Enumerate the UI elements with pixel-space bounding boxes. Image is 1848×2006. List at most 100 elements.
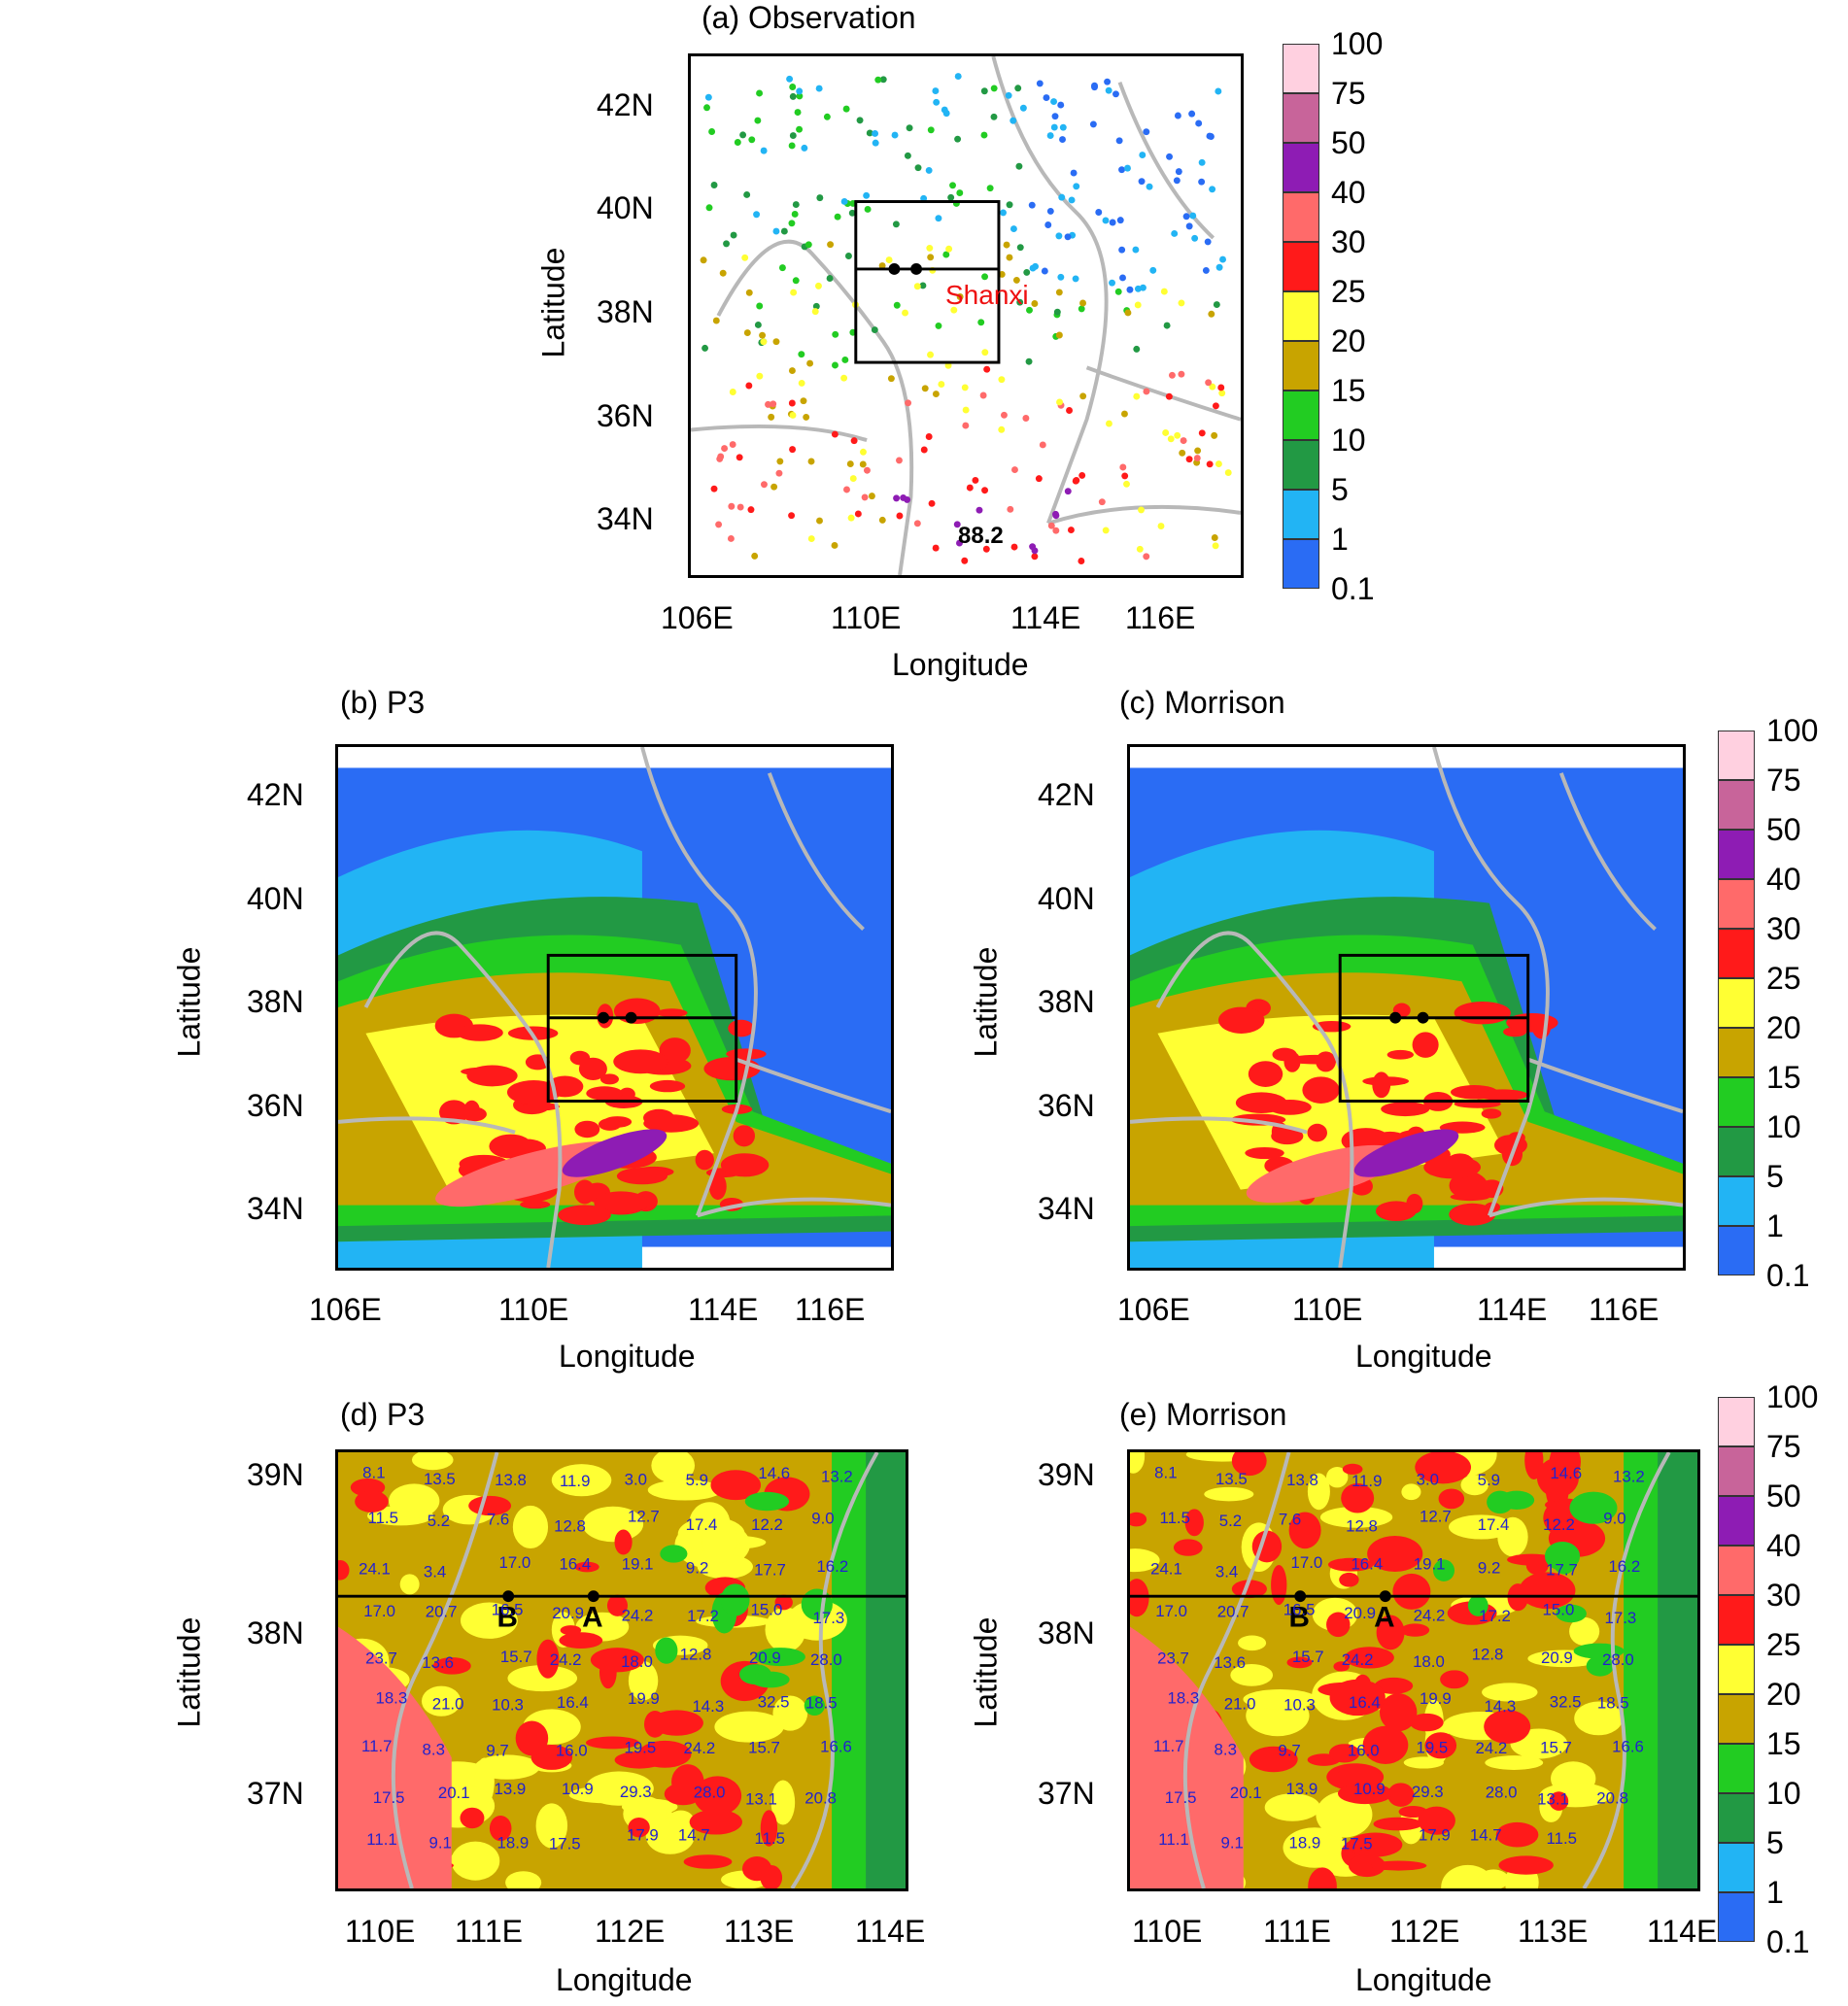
- station-dot: [954, 135, 962, 143]
- precip-yellow: [1448, 1514, 1514, 1540]
- station-dot: [1078, 471, 1086, 479]
- station-dot: [745, 382, 753, 390]
- station-value-label: 19.9: [628, 1689, 660, 1708]
- precip-darkgreen-east: [866, 1452, 906, 1888]
- station-value-label: 9.7: [1278, 1741, 1300, 1759]
- station-value-label: 19.1: [1414, 1554, 1446, 1573]
- station-dot: [1051, 113, 1059, 120]
- station-dot: [1105, 420, 1112, 427]
- station-dot: [1057, 273, 1065, 281]
- station-dot: [1132, 246, 1140, 254]
- station-value-label: 11.5: [755, 1829, 786, 1848]
- point-a-marker: [1379, 1590, 1391, 1603]
- station-dot: [1039, 441, 1046, 449]
- station-value-label: 13.5: [424, 1470, 456, 1488]
- precip-red: [574, 1120, 600, 1139]
- station-value-label: 12.2: [1543, 1515, 1575, 1534]
- station-dot: [1206, 460, 1214, 468]
- station-value-label: 21.0: [1224, 1694, 1256, 1713]
- precip-red: [1231, 1580, 1267, 1599]
- station-dot: [981, 273, 989, 281]
- precip-red: [774, 1594, 793, 1611]
- station-dot: [1052, 527, 1060, 534]
- colorbar-label: 15: [1766, 1726, 1801, 1761]
- precip-red: [1130, 1512, 1147, 1527]
- x-tick: 110E: [1132, 1914, 1203, 1949]
- station-dot: [789, 132, 797, 139]
- colorbar-swatch: [1718, 1127, 1755, 1176]
- station-value-label: 28.0: [810, 1650, 842, 1669]
- precip-green-patch: [744, 1491, 790, 1512]
- precip-red: [703, 1056, 761, 1081]
- station-value-label: 18.3: [375, 1688, 407, 1707]
- province-border: [697, 1197, 891, 1218]
- station-dot: [920, 446, 928, 454]
- precip-yellow: [651, 1452, 696, 1483]
- colorbar-swatch: [1283, 44, 1319, 93]
- station-dot: [727, 535, 735, 542]
- precip-red: [560, 1625, 582, 1636]
- precip-red: [574, 1561, 599, 1573]
- precip-red: [1329, 1679, 1386, 1717]
- station-dot: [966, 484, 974, 492]
- station-value-label: 20.9: [749, 1649, 781, 1667]
- station-value-label: 17.0: [363, 1602, 395, 1620]
- station-dot: [796, 87, 804, 95]
- station-dot: [850, 437, 858, 445]
- precip-red: [515, 1720, 549, 1756]
- precip-red: [1308, 1867, 1337, 1888]
- station-dot: [770, 483, 778, 491]
- colorbar-swatch: [1283, 440, 1319, 490]
- precip-red: [521, 1103, 561, 1111]
- station-dot: [863, 191, 871, 199]
- station-value-label: 8.3: [423, 1740, 445, 1758]
- province-border: [1489, 1197, 1683, 1218]
- panel-title: (d) P3: [340, 1397, 426, 1432]
- point-marker: [910, 263, 922, 275]
- station-dot: [729, 389, 736, 395]
- station-dot: [721, 445, 729, 453]
- station-dot: [1163, 322, 1171, 329]
- station-dot: [832, 330, 839, 338]
- y-tick: 38N: [597, 294, 654, 329]
- colorbar-label: 1: [1331, 522, 1349, 557]
- precip-red: [1498, 1855, 1554, 1875]
- station-value-label: 17.0: [1155, 1602, 1187, 1620]
- station-value-label: 11.7: [1153, 1737, 1184, 1755]
- station-value-label: 14.7: [1470, 1825, 1502, 1844]
- x-tick: 114E: [1647, 1914, 1718, 1949]
- station-value-label: 20.7: [1217, 1603, 1249, 1621]
- precip-yellow: [1243, 1688, 1318, 1710]
- station-dot: [979, 391, 987, 399]
- precip-red: [1409, 1713, 1444, 1732]
- station-dot: [986, 185, 994, 192]
- precip-red: [614, 1529, 633, 1555]
- station-dot: [860, 448, 867, 456]
- precip-red: [489, 1815, 512, 1842]
- x-tick: 116E: [795, 1292, 866, 1327]
- station-dot: [761, 481, 768, 489]
- x-tick: 113E: [724, 1914, 795, 1949]
- precip-green-patch: [1467, 1594, 1489, 1616]
- precip-red: [1348, 1832, 1403, 1857]
- station-dot: [998, 425, 1006, 433]
- colorbar-label: 20: [1331, 323, 1366, 358]
- precip-red: [613, 1049, 668, 1074]
- station-value-label: 16.0: [556, 1741, 588, 1759]
- station-dot: [896, 457, 903, 464]
- station-value-label: 16.4: [1349, 1693, 1381, 1712]
- province-border: [338, 1116, 516, 1135]
- station-value-label: 20.8: [804, 1789, 837, 1808]
- point-b-marker: [502, 1590, 515, 1603]
- station-dot: [841, 357, 849, 363]
- precip-red: [1272, 1047, 1297, 1062]
- precip-yellow: [1130, 1452, 1146, 1474]
- station-dot: [768, 413, 775, 421]
- station-dot: [1174, 112, 1181, 119]
- station-dot: [1109, 279, 1116, 287]
- colorbar-swatch: [1283, 242, 1319, 291]
- station-dot: [1091, 84, 1098, 91]
- station-dot: [1031, 553, 1039, 561]
- station-value-label: 17.2: [1479, 1607, 1511, 1625]
- station-value-label: 13.1: [745, 1790, 777, 1809]
